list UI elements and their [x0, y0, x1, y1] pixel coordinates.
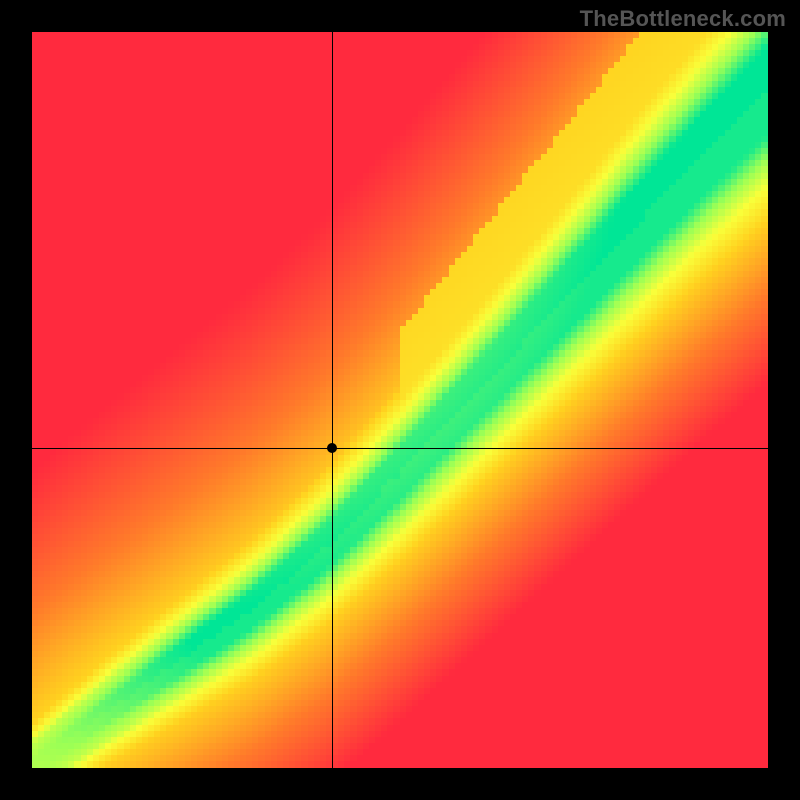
heatmap-canvas — [32, 32, 768, 768]
crosshair-marker-dot — [327, 443, 337, 453]
crosshair-vertical — [332, 32, 333, 768]
chart-container: TheBottleneck.com — [0, 0, 800, 800]
plot-area — [32, 32, 768, 768]
watermark-text: TheBottleneck.com — [580, 6, 786, 32]
crosshair-horizontal — [32, 448, 768, 449]
